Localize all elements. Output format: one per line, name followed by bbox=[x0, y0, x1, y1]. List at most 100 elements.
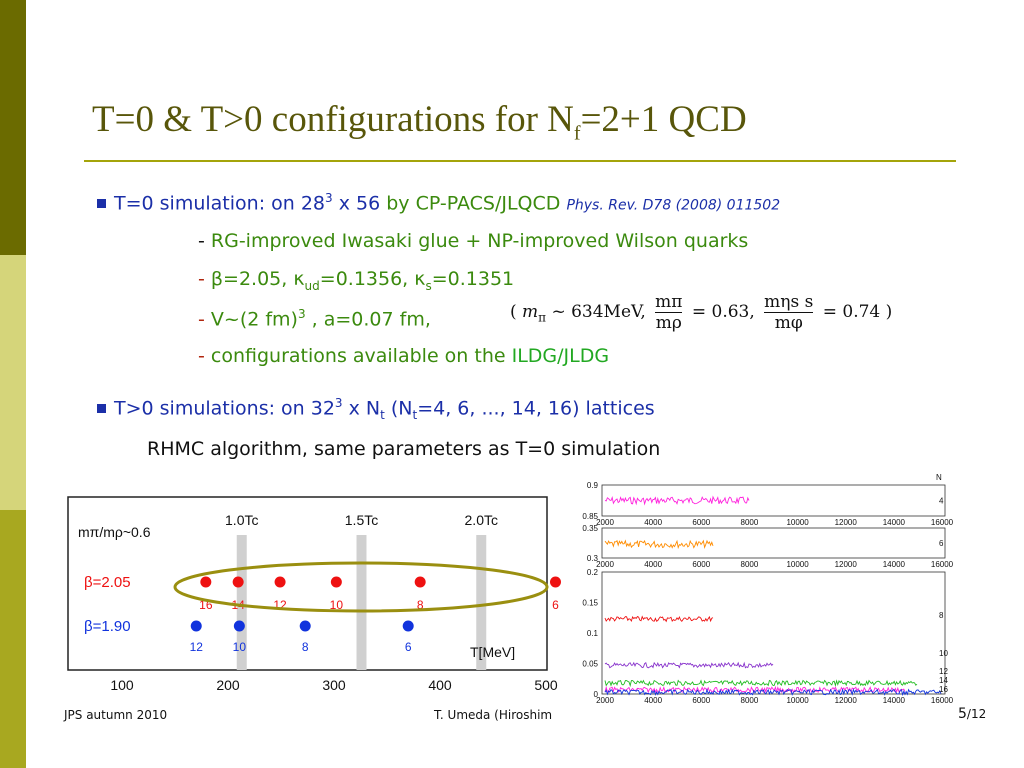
sidebar-band-mid bbox=[0, 510, 26, 768]
y-tick-label: 0 bbox=[594, 690, 599, 699]
x-tick-label: 2000 bbox=[596, 696, 614, 705]
x-tick-label: 6000 bbox=[692, 696, 710, 705]
x-tick-label: 6000 bbox=[692, 560, 710, 569]
highlight-ellipse bbox=[173, 561, 549, 613]
y-tick-label: 0.85 bbox=[582, 512, 598, 521]
page-current: 5 bbox=[958, 706, 967, 722]
x-tick-label: 10000 bbox=[786, 696, 809, 705]
data-point bbox=[232, 576, 244, 588]
history-line bbox=[604, 615, 714, 623]
footer-left: JPS autumn 2010 bbox=[64, 708, 168, 722]
point-nt-label: 8 bbox=[302, 640, 309, 654]
mass-ratio-formula: ( mπ ~ 634MeV, mπ mρ = 0.63, mηs s mφ = 0.… bbox=[510, 292, 892, 333]
subitem-dash: - bbox=[198, 230, 211, 252]
subitem-dash: - bbox=[198, 268, 211, 290]
y-tick-label: 0.15 bbox=[582, 599, 598, 608]
bullet2-sub-t2: t bbox=[412, 408, 418, 423]
y-tick-label: 0.35 bbox=[582, 524, 598, 533]
history-line bbox=[604, 661, 774, 669]
data-point bbox=[330, 576, 342, 588]
bullet2-sub-t: t bbox=[380, 408, 385, 423]
x-tick-label: 2000 bbox=[596, 518, 614, 527]
data-point bbox=[200, 576, 212, 588]
x-tick-label: 14000 bbox=[883, 518, 906, 527]
tc-band bbox=[236, 535, 247, 670]
bullet1-citation: Phys. Rev. D78 (2008) 011502 bbox=[566, 197, 781, 214]
frac2-denominator: mφ bbox=[774, 313, 803, 333]
x-tick-label: 400 bbox=[428, 677, 452, 693]
param-kappa-ud: =0.1356, κ bbox=[319, 268, 426, 290]
bullet-t0-simulation: T=0 simulation: on 283 x 56 by CP-PACS/J… bbox=[114, 191, 780, 214]
y-tick-label: 0.1 bbox=[587, 629, 599, 638]
nt-legend-label: 12 bbox=[939, 667, 948, 676]
history-line bbox=[604, 688, 942, 697]
x-tick-label: 12000 bbox=[835, 560, 858, 569]
data-point bbox=[402, 620, 414, 632]
subitem-dash: - bbox=[198, 345, 211, 367]
history-line bbox=[604, 685, 906, 694]
nt-legend-label: 16 bbox=[939, 685, 948, 694]
x-tick-label: 2000 bbox=[596, 560, 614, 569]
x-tick-label: 12000 bbox=[835, 518, 858, 527]
tc-label: 2.0Tc bbox=[465, 512, 498, 528]
slide-title: T=0 & T>0 configurations for Nf=2+1 QCD bbox=[92, 98, 747, 145]
title-main: T=0 & T>0 configurations for N bbox=[92, 99, 574, 140]
history-line bbox=[604, 539, 714, 550]
point-nt-label: 10 bbox=[233, 640, 247, 654]
bullet1-sup: 3 bbox=[325, 191, 333, 205]
formula-m-pi-sub: π bbox=[538, 310, 547, 325]
panel-frame bbox=[601, 527, 946, 559]
subitem-parameters: - β=2.05, κud=0.1356, κs=0.1351 bbox=[198, 268, 514, 293]
mass-ratio-annotation: mπ/mρ~0.6 bbox=[78, 524, 151, 540]
x-tick-label: 10000 bbox=[786, 560, 809, 569]
history-line bbox=[604, 495, 750, 506]
formula-lparen: ( bbox=[510, 302, 517, 322]
title-rule bbox=[84, 160, 956, 162]
x-tick-label: 300 bbox=[322, 677, 346, 693]
subitem-dash: - bbox=[198, 308, 211, 331]
x-tick-label: 8000 bbox=[741, 560, 759, 569]
nt-legend-label: 10 bbox=[939, 649, 948, 658]
page-total: /12 bbox=[966, 707, 987, 721]
data-point bbox=[414, 576, 426, 588]
x-tick-label: 500 bbox=[534, 677, 558, 693]
subitem-glue-text: RG-improved Iwasaki glue + NP-improved W… bbox=[210, 230, 749, 252]
tc-band bbox=[356, 535, 367, 670]
point-nt-label: 12 bbox=[190, 640, 204, 654]
tc-label: 1.5Tc bbox=[345, 512, 378, 528]
history-line bbox=[604, 679, 918, 688]
subitem-ildg: - configurations available on the ILDG/J… bbox=[198, 345, 609, 367]
ildg-text: configurations available on the bbox=[210, 345, 512, 367]
sidebar-band-dark bbox=[0, 0, 26, 255]
frac1-numerator: mπ bbox=[655, 292, 683, 313]
y-tick-label: 0.3 bbox=[587, 554, 599, 563]
series-legend-label: β=2.05 bbox=[84, 574, 131, 591]
x-tick-label: 16000 bbox=[931, 560, 954, 569]
formula-eq2: = 0.74 bbox=[822, 302, 881, 322]
page-number: 5/12 bbox=[958, 706, 986, 722]
rhmc-text: RHMC algorithm, same parameters as T=0 s… bbox=[147, 438, 661, 460]
sidebar-decoration bbox=[0, 0, 26, 768]
nt-legend-label: 4 bbox=[939, 497, 944, 506]
bullet-square-icon bbox=[97, 404, 106, 413]
nt-legend-label: 8 bbox=[939, 611, 944, 620]
ildg-link[interactable]: ILDG/JLDG bbox=[511, 345, 610, 367]
x-tick-label: 4000 bbox=[644, 518, 662, 527]
point-nt-label: 10 bbox=[330, 598, 344, 612]
bullet1-mid: x 56 bbox=[332, 192, 387, 215]
spacing-text: , a=0.07 fm, bbox=[305, 308, 431, 331]
data-point bbox=[233, 620, 245, 632]
y-tick-label: 0.2 bbox=[587, 568, 599, 577]
point-nt-label: 6 bbox=[552, 598, 559, 612]
bullet2-b: x N bbox=[342, 397, 381, 420]
fraction-mpi-mrho: mπ mρ bbox=[655, 292, 683, 333]
bullet2-sup: 3 bbox=[334, 396, 343, 410]
x-tick-label: 12000 bbox=[835, 696, 858, 705]
x-tick-label: 100 bbox=[110, 677, 134, 693]
x-tick-label: 4000 bbox=[644, 696, 662, 705]
param-beta-kappa: β=2.05, κ bbox=[210, 268, 305, 290]
subitem-volume: - V~(2 fm)3 , a=0.07 fm, bbox=[198, 307, 431, 330]
x-tick-label: 8000 bbox=[741, 518, 759, 527]
